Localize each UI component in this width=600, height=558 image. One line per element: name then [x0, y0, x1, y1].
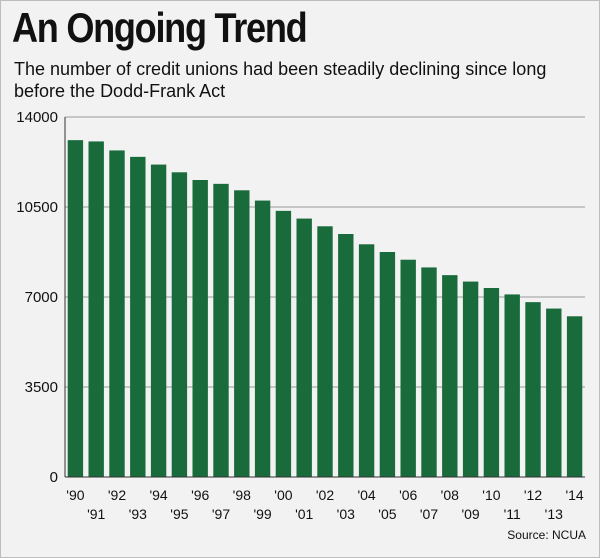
bar — [254, 200, 271, 478]
bar — [171, 172, 188, 478]
x-tick-label: '98 — [233, 487, 251, 503]
x-tick-label: '11 — [504, 506, 521, 522]
chart-subtitle: The number of credit unions had been ste… — [14, 59, 547, 101]
x-tick-label: '92 — [108, 487, 126, 503]
x-tick-label: '05 — [378, 506, 396, 522]
x-tick-label: '10 — [482, 487, 500, 503]
bar — [400, 259, 416, 477]
y-tick-labels: 0 3500 7000 10500 14000 — [16, 109, 58, 486]
x-tick-label: '02 — [316, 487, 334, 503]
bar — [317, 226, 333, 477]
x-tick-label: '97 — [212, 506, 230, 522]
x-tick-label: '95 — [170, 506, 188, 522]
bar — [234, 190, 250, 478]
bar — [88, 141, 104, 477]
x-tick-label: '94 — [149, 487, 167, 503]
bar — [442, 275, 458, 477]
x-tick-label: '08 — [441, 487, 459, 503]
chart-title: An Ongoing Trend — [12, 4, 308, 51]
x-tick-label: '99 — [253, 506, 271, 522]
y-tick-label: 7000 — [25, 289, 58, 306]
bar — [213, 183, 229, 477]
bar — [566, 316, 583, 477]
bar — [546, 308, 562, 477]
x-tick-label: '04 — [357, 487, 375, 503]
x-tick-label: '96 — [191, 487, 209, 503]
bar — [275, 210, 292, 477]
bar — [130, 156, 146, 477]
y-tick-label: 10500 — [16, 199, 58, 216]
x-tick-label: '01 — [295, 506, 313, 522]
bar — [504, 294, 520, 477]
y-tick-label: 3500 — [25, 379, 58, 396]
bar — [338, 234, 354, 477]
x-tick-label: '03 — [337, 506, 355, 522]
x-tick-label: '14 — [565, 487, 583, 503]
bar — [150, 164, 167, 478]
bar — [67, 140, 84, 477]
bar — [462, 281, 479, 477]
source-note: Source: NCUA — [507, 528, 586, 542]
bar — [358, 244, 375, 477]
x-tick-label: '93 — [129, 506, 147, 522]
x-tick-label: '90 — [66, 487, 84, 503]
x-tick-label: '13 — [545, 506, 563, 522]
y-tick-label: 14000 — [16, 109, 58, 126]
x-tick-label: '06 — [399, 487, 417, 503]
x-tick-labels: '90'91'92'93'94'95'96'97'98'99'00'01'02'… — [66, 487, 584, 522]
bars — [67, 140, 583, 478]
bar — [525, 302, 541, 477]
bar — [421, 267, 437, 477]
x-tick-label: '91 — [87, 506, 105, 522]
x-tick-label: '12 — [524, 487, 542, 503]
x-tick-label: '00 — [274, 487, 292, 503]
bar — [379, 252, 396, 477]
axes — [64, 117, 585, 478]
bar — [192, 180, 208, 477]
x-tick-label: '07 — [420, 506, 438, 522]
y-tick-label: 0 — [50, 469, 58, 486]
x-tick-label: '09 — [461, 506, 479, 522]
bar — [296, 218, 312, 478]
bar — [483, 288, 500, 477]
bar — [109, 150, 125, 477]
